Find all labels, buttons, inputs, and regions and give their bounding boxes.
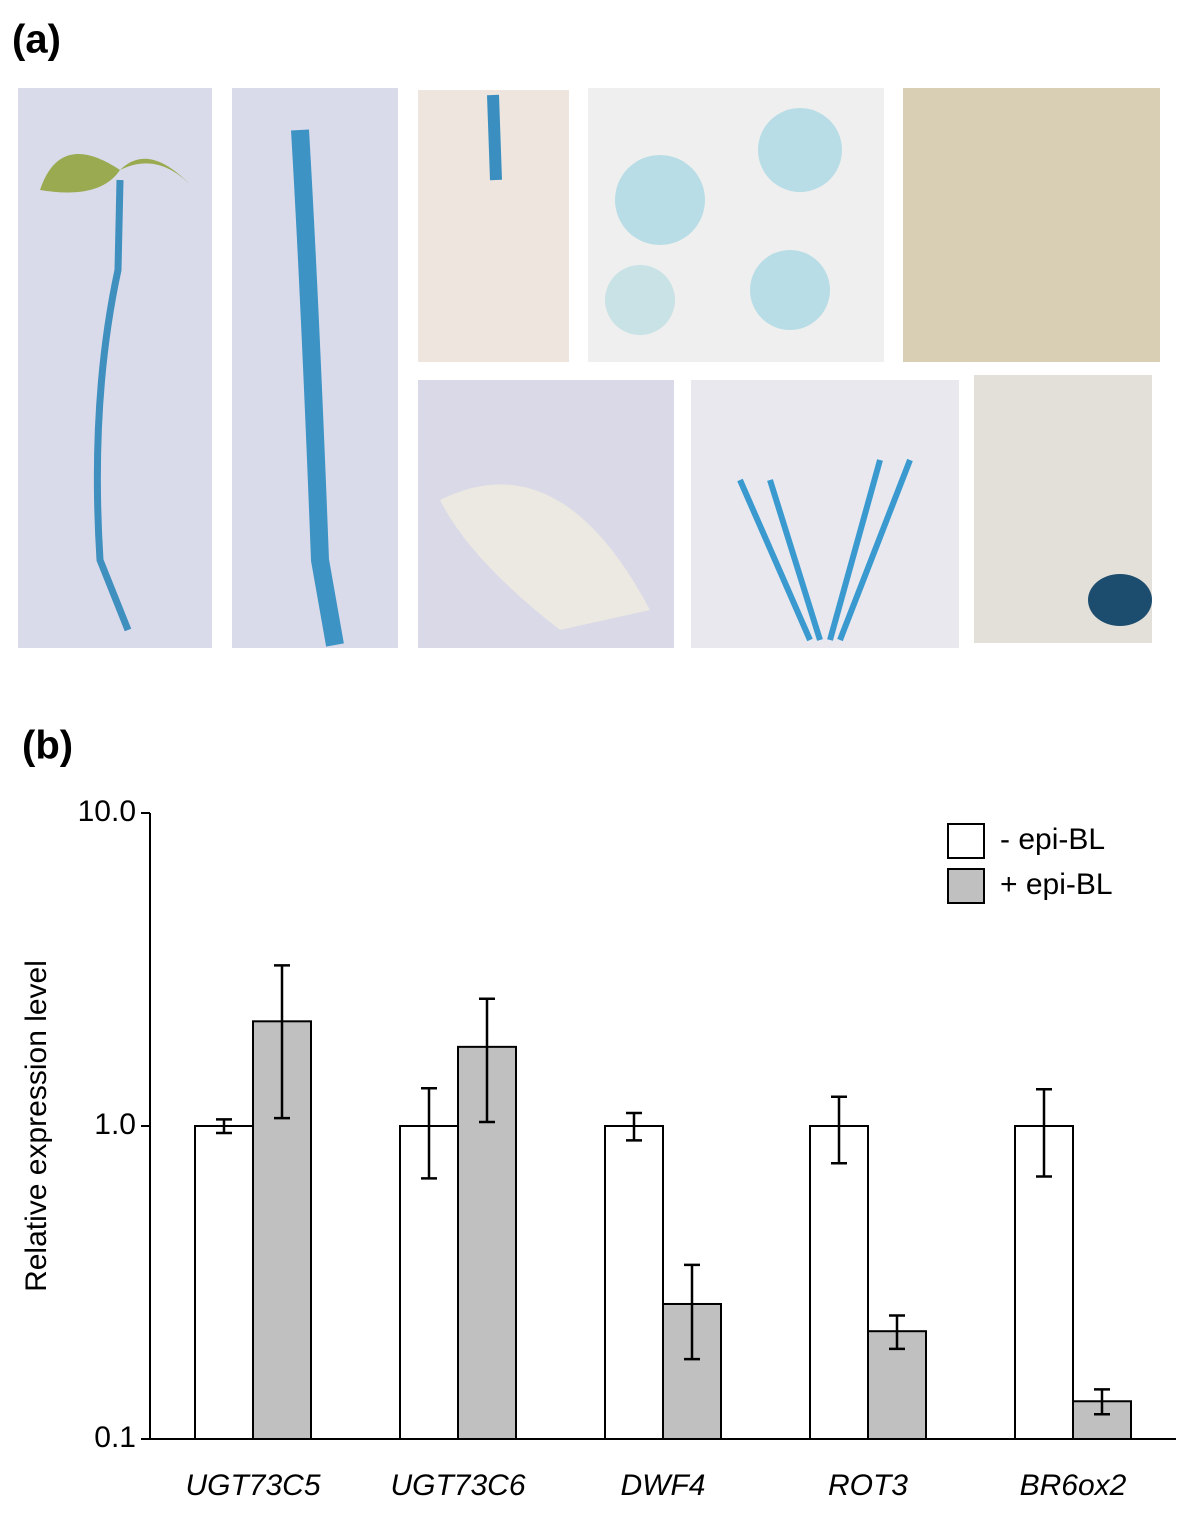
panel-label: (a) [12,18,61,62]
legend-label: + epi-BL [1000,868,1113,901]
photo-detail [291,129,344,647]
legend-swatch [947,823,985,859]
bar [662,1302,722,1441]
x-tick-label: DWF4 [621,1469,706,1502]
error-bar [831,1095,847,1165]
y-axis-label: Relative expression level [20,960,53,1292]
error-bar [684,1263,700,1361]
photo-detail [750,250,830,330]
bar [1014,1125,1074,1440]
x-tick-label: UGT73C6 [390,1469,525,1502]
bar [604,1125,664,1440]
y-tick-label: 10.0 [78,795,136,828]
photo-detail [40,154,195,193]
photo [903,88,1160,362]
error-bar [889,1314,905,1351]
photo-detail [737,458,913,642]
y-tick-label: 0.1 [94,1421,136,1454]
panel-label: (b) [22,724,73,768]
photo-detail [487,94,502,181]
micrographs [18,88,1160,648]
error-bar [1094,1388,1110,1416]
photo [691,380,959,648]
x-tick-label: BR6ox2 [1020,1469,1127,1502]
error-bar [216,1118,232,1135]
x-tick-label: ROT3 [828,1469,908,1502]
photo-detail [93,179,132,632]
photo-detail [615,155,705,245]
error-bar [626,1111,642,1142]
photo-detail [605,265,675,335]
photo-detail [1088,574,1152,626]
error-bar [479,997,495,1124]
photo-detail [758,108,842,192]
error-bar [1036,1088,1052,1178]
legend-swatch [947,868,985,904]
error-bar [274,964,290,1120]
legend-label: - epi-BL [1000,823,1105,856]
bar [194,1125,254,1440]
bar [809,1125,869,1440]
x-tick-label: UGT73C5 [185,1469,320,1502]
photo-detail [440,484,650,630]
y-tick-label: 1.0 [94,1108,136,1141]
error-bar [421,1087,437,1180]
